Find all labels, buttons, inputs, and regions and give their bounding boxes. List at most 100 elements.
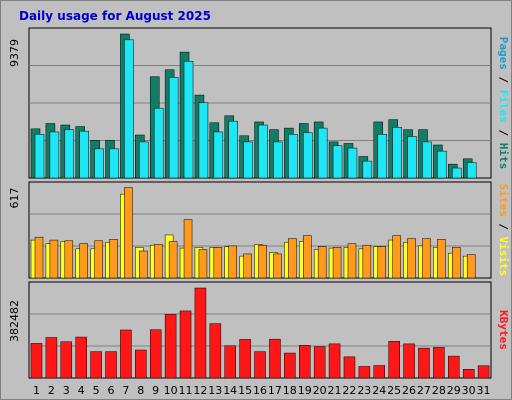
- kbytes-bar: [30, 343, 43, 379]
- x-tick-label: 26: [402, 384, 416, 397]
- sites-bar: [183, 219, 193, 279]
- kbytes-bar: [254, 351, 266, 379]
- files-bar: [347, 147, 358, 179]
- legend-visits-sites: Sites / Visits: [497, 184, 510, 277]
- sites-bar: [228, 245, 237, 279]
- kbytes-bar: [388, 341, 400, 379]
- axis-max-label: 9379: [8, 39, 21, 67]
- x-tick-label: 18: [283, 384, 297, 397]
- kbytes-bar: [164, 314, 177, 379]
- x-tick-label: 16: [253, 384, 267, 397]
- sites-bar: [377, 246, 387, 279]
- x-tick-label: 19: [298, 384, 312, 397]
- x-tick-label: 10: [164, 384, 178, 397]
- files-bar: [124, 39, 134, 179]
- files-bar: [437, 150, 447, 179]
- kbytes-bar: [105, 351, 117, 379]
- sites-bar: [153, 244, 163, 279]
- files-bar: [243, 141, 253, 179]
- files-bar: [213, 131, 224, 179]
- sites-bar: [452, 247, 461, 279]
- kbytes-bar: [194, 287, 207, 379]
- x-tick-label: 1: [33, 384, 40, 397]
- kbytes-bar: [75, 336, 87, 379]
- files-bar: [332, 145, 343, 179]
- files-bar: [317, 127, 328, 179]
- files-bar: [288, 133, 298, 179]
- x-tick-label: 2: [48, 384, 55, 397]
- x-tick-label: 7: [122, 384, 129, 397]
- x-tick-label: 24: [372, 384, 386, 397]
- sites-bar: [168, 241, 178, 279]
- legend-hits-files-pages: Pages / Files / Hits: [497, 37, 510, 170]
- files-bar: [34, 133, 45, 179]
- x-tick-label: 3: [63, 384, 70, 397]
- x-tick-label: 23: [357, 384, 371, 397]
- kbytes-bar: [343, 356, 356, 379]
- x-tick-label: 9: [152, 384, 159, 397]
- sites-bar: [466, 254, 476, 279]
- sites-bar: [303, 235, 312, 279]
- x-tick-label: 12: [193, 384, 207, 397]
- axis-max-label: 382482: [8, 300, 21, 342]
- kbytes-bar: [284, 352, 296, 379]
- files-bar: [228, 120, 238, 179]
- legend-part: /: [497, 70, 510, 90]
- sites-bar: [422, 238, 431, 279]
- kbytes-bar: [120, 329, 132, 379]
- x-tick-label: 5: [93, 384, 100, 397]
- kbytes-bar: [239, 339, 251, 379]
- x-tick-label: 17: [268, 384, 282, 397]
- files-bar: [273, 141, 283, 179]
- files-bar: [303, 132, 313, 179]
- kbytes-bar: [313, 346, 326, 379]
- x-tick-label: 8: [137, 384, 144, 397]
- sites-bar: [109, 239, 118, 279]
- sites-bar: [94, 240, 103, 279]
- kbytes-bar: [448, 355, 460, 379]
- kbytes-bar: [60, 341, 73, 379]
- files-bar: [392, 127, 402, 179]
- sites-bar: [273, 253, 282, 279]
- sites-bar: [362, 244, 372, 279]
- kbytes-bar: [328, 343, 341, 379]
- kbytes-bar: [45, 337, 58, 379]
- sites-bar: [79, 243, 88, 279]
- x-tick-label: 11: [178, 384, 192, 397]
- sites-bar: [34, 236, 44, 279]
- sites-bar: [407, 238, 416, 279]
- files-bar: [64, 129, 75, 179]
- kbytes-bar: [209, 323, 222, 379]
- x-tick-label: 14: [223, 384, 237, 397]
- kbytes-bar: [373, 365, 386, 379]
- files-bar: [422, 141, 432, 179]
- x-tick-label: 28: [432, 384, 446, 397]
- sites-bar: [317, 246, 327, 279]
- x-tick-label: 21: [328, 384, 342, 397]
- sites-bar: [243, 253, 252, 279]
- kbytes-bar: [403, 343, 415, 379]
- files-bar: [168, 77, 179, 179]
- chart-title: Daily usage for August 2025: [19, 9, 211, 23]
- legend-part: Hits: [497, 143, 510, 170]
- sites-bar: [392, 235, 401, 279]
- files-bar: [258, 124, 268, 179]
- kbytes-bar: [477, 365, 490, 379]
- files-bar: [79, 130, 89, 179]
- x-tick-label: 29: [447, 384, 461, 397]
- files-bar: [94, 148, 104, 179]
- files-bar: [153, 107, 164, 179]
- kbytes-bar: [462, 369, 475, 379]
- kbytes-bar: [358, 366, 371, 379]
- legend-part: /: [497, 123, 510, 143]
- kbytes-bar: [433, 347, 445, 379]
- files-bar: [49, 131, 60, 179]
- sites-bar: [213, 247, 223, 279]
- x-tick-label: 25: [387, 384, 401, 397]
- kbytes-bar: [269, 338, 281, 379]
- x-tick-label: 6: [107, 384, 114, 397]
- legend-part: Visits: [497, 237, 510, 277]
- legend-part: /: [497, 217, 510, 237]
- axis-max-label: 617: [8, 188, 21, 209]
